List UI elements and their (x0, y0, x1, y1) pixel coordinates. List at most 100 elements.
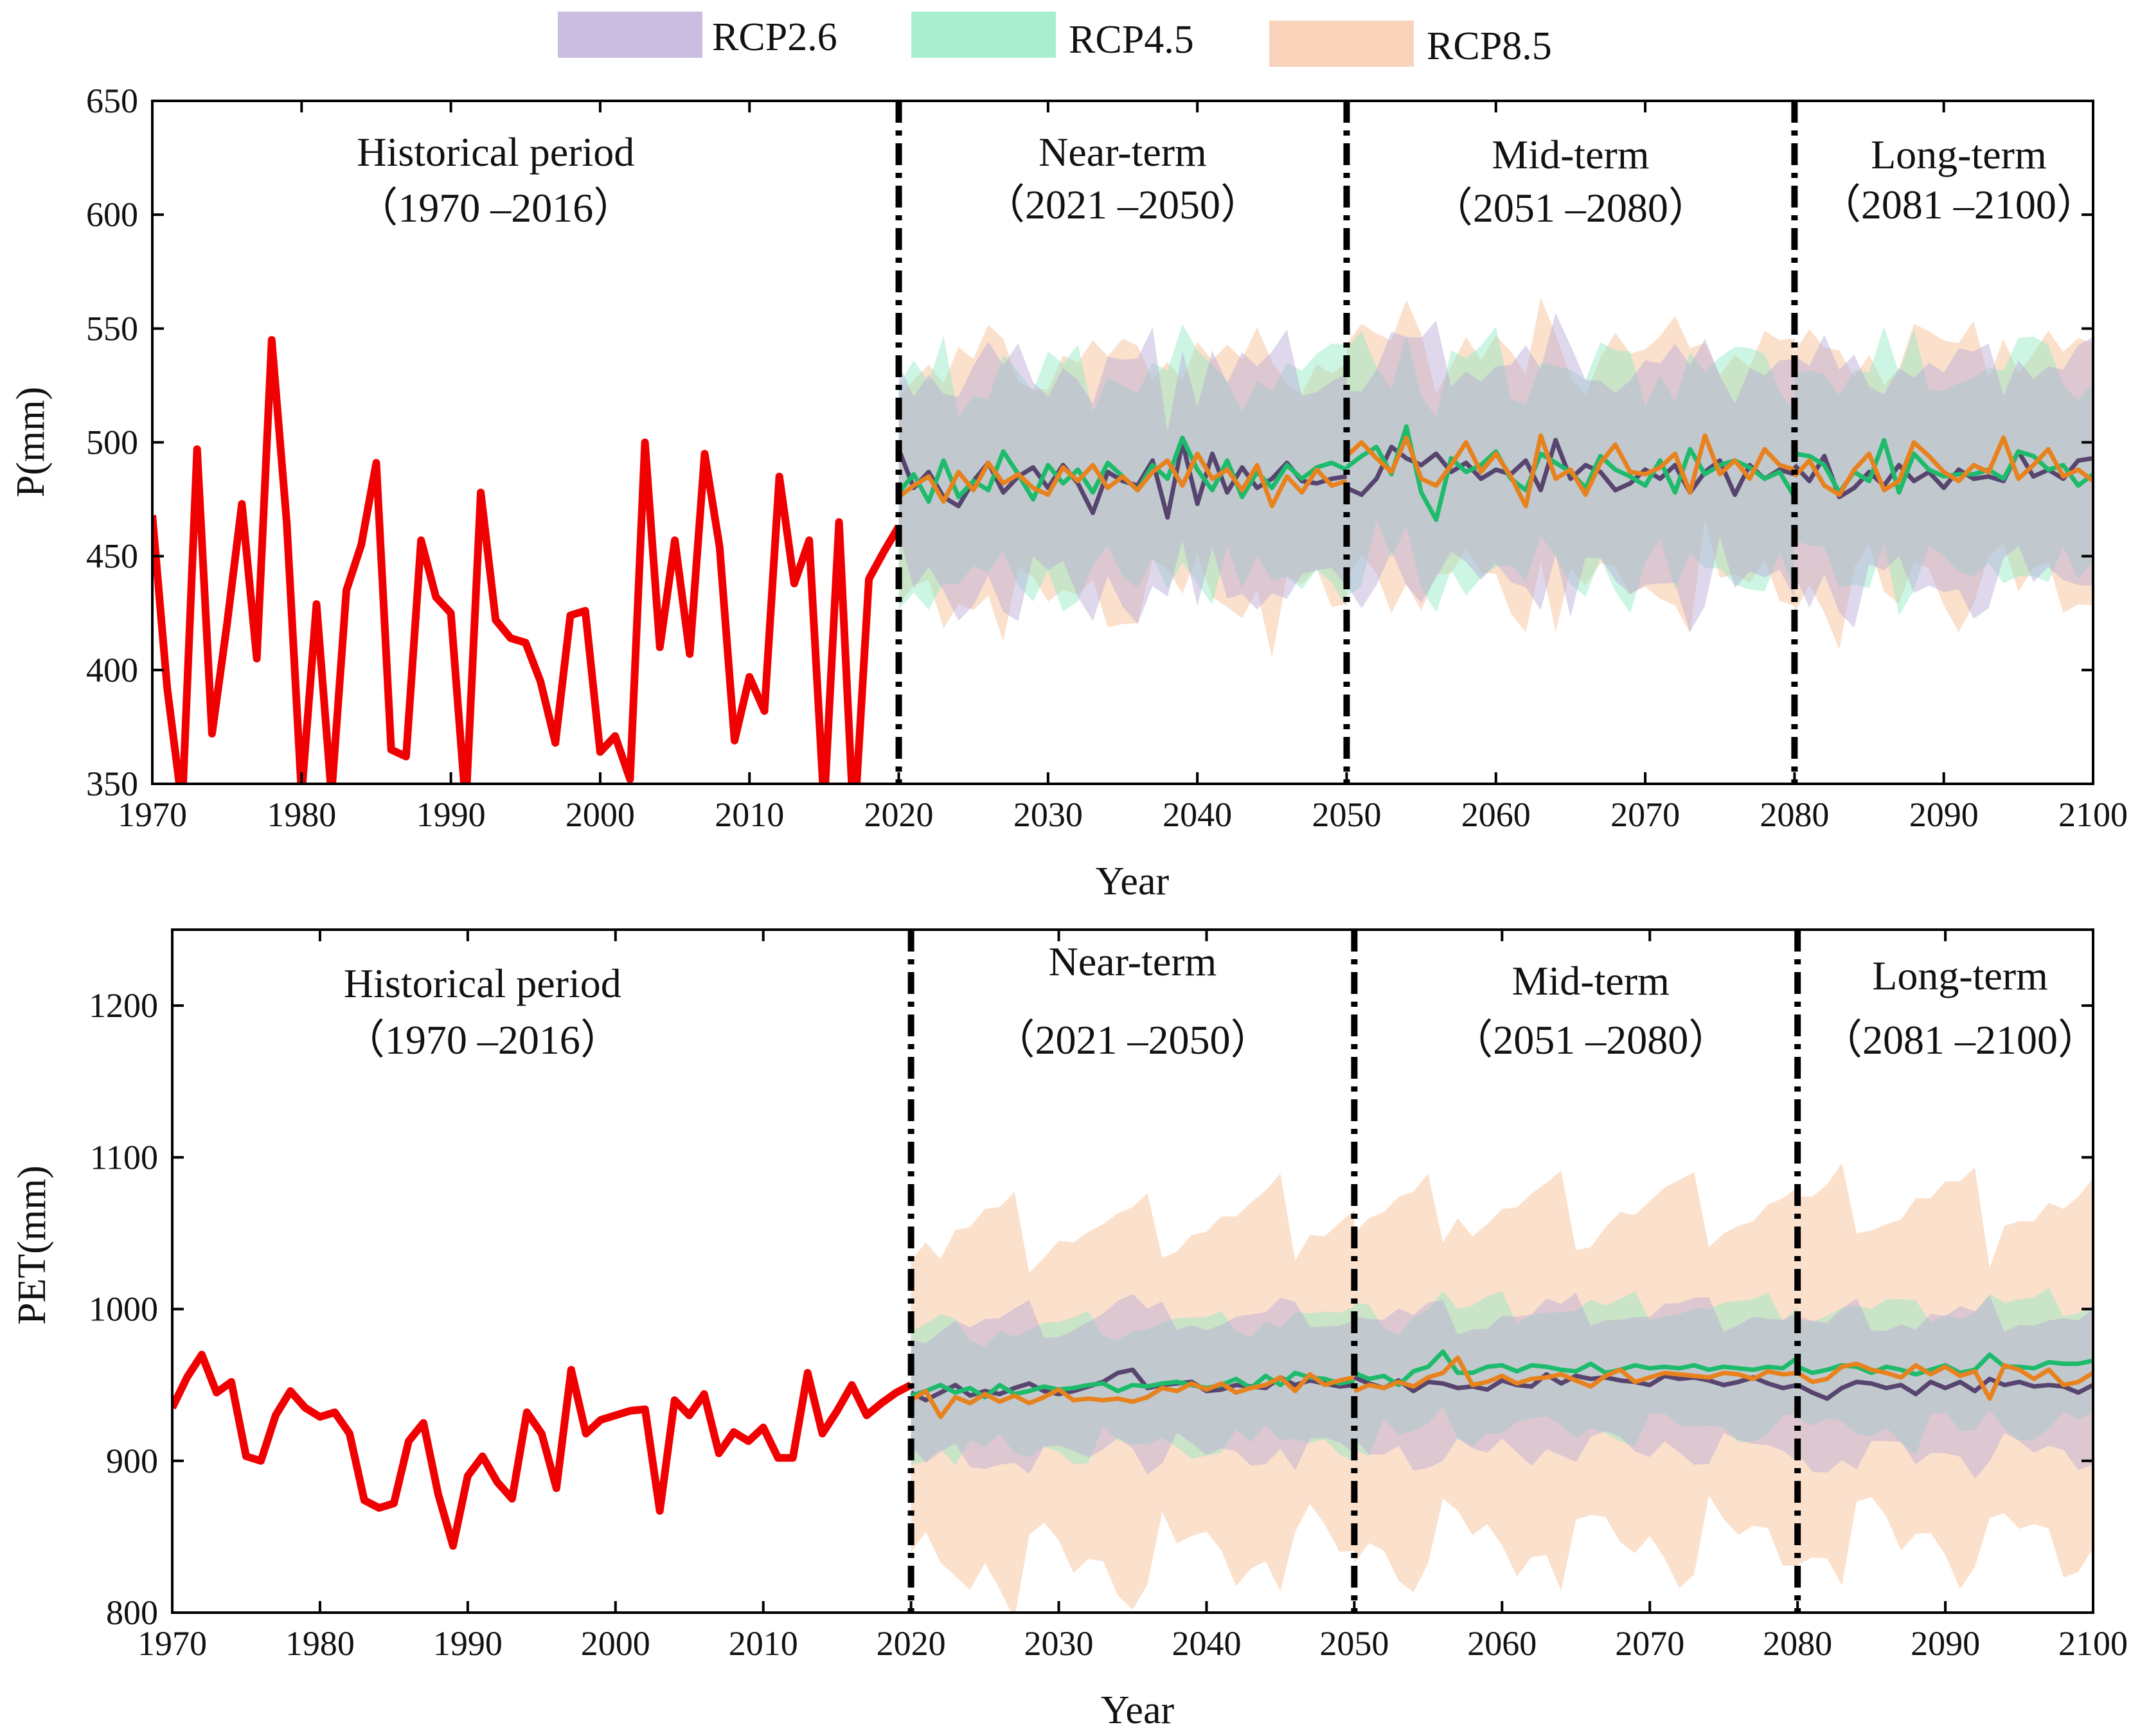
pet-y-axis-title: PET(mm) (10, 1165, 54, 1325)
x-tick-label-2030: 2030 (1024, 1624, 1094, 1663)
x-tick-label-2040: 2040 (1172, 1624, 1241, 1663)
y-tick-label-1000: 1000 (89, 1290, 158, 1329)
x-tick-label-2050: 2050 (1319, 1624, 1389, 1663)
precipitation-axes: 1970 1980 1990 2000 2010 2020 2030 2040 2050 2060… (86, 82, 2128, 834)
x-tick-label-1990: 1990 (433, 1624, 503, 1663)
legend-label-rcp45: RCP4.5 (1069, 18, 1194, 62)
x-tick-label-1990: 1990 (416, 795, 486, 834)
precipitation-period-labels: Historical period （1970 –2016） Near-term… (357, 129, 2098, 231)
series-rcp85-2080-2100 (1792, 435, 2093, 497)
legend-swatch-rcp26 (558, 12, 702, 58)
x-tick-label-1980: 1980 (267, 795, 336, 834)
band-rcp85-2080-2100 (1797, 1163, 2093, 1590)
band-rcp45-2020-2050 (898, 324, 1347, 612)
band-rcp85-2050-2080 (1346, 297, 1795, 633)
x-tick-label-2050: 2050 (1312, 795, 1381, 834)
x-tick-label-1970: 1970 (138, 1624, 207, 1663)
legend: RCP2.6 RCP4.5 RCP8.5 (558, 12, 1552, 68)
series-rcp85-2050-2080 (1345, 433, 1796, 509)
period-near-term-name: Near-term (1049, 939, 1217, 984)
precipitation-y-axis-title: P(mm) (9, 387, 53, 497)
legend-label-rcp26: RCP2.6 (712, 15, 837, 59)
legend-swatch-rcp85 (1269, 21, 1414, 67)
y-tick-label-600: 600 (86, 195, 138, 234)
precipitation-series-lines (152, 336, 2093, 784)
period-near-term-name: Near-term (1039, 129, 1207, 175)
period-near-term-range: （2021 –2050） (994, 1017, 1272, 1063)
series-rcp26-2050-2080 (1346, 438, 1796, 497)
y-tick-label-1100: 1100 (90, 1138, 158, 1176)
x-tick-label-2010: 2010 (729, 1624, 798, 1663)
series-rcp45-2020-2050 (910, 1370, 1355, 1400)
period-mid-term-range: （2051 –2080） (1452, 1017, 1729, 1063)
pet-x-axis-title: Year (1101, 1688, 1175, 1732)
x-tick-label-2080: 2080 (1763, 1624, 1832, 1663)
x-tick-label-2060: 2060 (1461, 795, 1531, 834)
y-tick-label-650: 650 (86, 82, 138, 120)
x-tick-label-2010: 2010 (715, 795, 784, 834)
period-historical-name: Historical period (344, 961, 621, 1006)
x-tick-label-2070: 2070 (1610, 795, 1680, 834)
x-tick-label-2030: 2030 (1013, 795, 1083, 834)
period-historical-name: Historical period (357, 129, 634, 175)
x-tick-label-1980: 1980 (285, 1624, 355, 1663)
x-tick-label-2000: 2000 (581, 1624, 650, 1663)
x-tick-label-2020: 2020 (864, 795, 934, 834)
x-tick-label-2040: 2040 (1163, 795, 1232, 834)
period-near-term-range: （2021 –2050） (984, 182, 1262, 227)
band-rcp85-2020-2050 (898, 324, 1347, 658)
y-tick-label-450: 450 (86, 537, 138, 576)
x-tick-label-2070: 2070 (1615, 1624, 1684, 1663)
series-rcp85-2020-2050 (897, 451, 1348, 509)
period-long-term-range: （2081 –2100） (1820, 182, 2098, 227)
period-mid-term-range: （2051 –2080） (1432, 185, 1709, 231)
plot-frame (171, 928, 2094, 1614)
series-rcp85-2080-2100 (1796, 1361, 2093, 1401)
x-tick-label-2090: 2090 (1909, 795, 1979, 834)
band-rcp26-2080-2100 (1794, 335, 2093, 628)
pet-series-lines (172, 1349, 2093, 1550)
period-historical-range: （1970 –2016） (357, 185, 634, 231)
legend-swatch-rcp45 (911, 12, 1056, 58)
x-tick-label-2080: 2080 (1760, 795, 1829, 834)
x-tick-label-2060: 2060 (1467, 1624, 1537, 1663)
series-historical (152, 336, 902, 784)
y-tick-label-900: 900 (106, 1442, 158, 1480)
precipitation-panel: Historical period （1970 –2016） Near-term… (9, 82, 2128, 903)
pet-uncertainty-bands (911, 1163, 2093, 1613)
y-tick-label-400: 400 (86, 651, 138, 689)
series-historical (172, 1351, 913, 1550)
series-rcp26-2080-2100 (1796, 1376, 2093, 1401)
y-tick-label-1200: 1200 (89, 986, 158, 1025)
series-rcp85-2050-2080 (1353, 1355, 1798, 1394)
period-long-term-range: （2081 –2100） (1821, 1017, 2099, 1063)
pet-period-labels: Historical period （1970 –2016） Near-term… (344, 939, 2099, 1063)
y-tick-label-500: 500 (86, 423, 138, 462)
precipitation-uncertainty-bands (898, 297, 2093, 658)
series-rcp45-2050-2080 (1353, 1349, 1799, 1388)
pet-axes: 1970 1980 1990 2000 2010 2020 2030 2040 2050 2060… (89, 928, 2128, 1663)
period-long-term-name: Long-term (1871, 132, 2047, 177)
series-rcp85-2020-2050 (909, 1372, 1355, 1419)
precipitation-x-axis-title: Year (1096, 860, 1170, 903)
y-tick-label-550: 550 (86, 309, 138, 348)
band-rcp45-2080-2100 (1797, 1288, 2093, 1455)
x-tick-label-2000: 2000 (566, 795, 635, 834)
band-rcp85-2020-2050 (911, 1173, 1355, 1613)
period-historical-range: （1970 –2016） (344, 1017, 621, 1063)
y-tick-label-800: 800 (106, 1593, 158, 1632)
period-long-term-name: Long-term (1872, 953, 2048, 998)
period-mid-term-name: Mid-term (1492, 132, 1649, 177)
x-tick-label-2090: 2090 (1911, 1624, 1980, 1663)
x-tick-label-2100: 2100 (2058, 795, 2128, 834)
legend-label-rcp85: RCP8.5 (1427, 24, 1552, 68)
y-tick-label-350: 350 (86, 765, 138, 803)
x-tick-label-2020: 2020 (877, 1624, 946, 1663)
series-rcp26-2080-2100 (1792, 449, 2093, 499)
x-tick-label-1970: 1970 (118, 795, 187, 834)
series-rcp26-2050-2080 (1353, 1372, 1798, 1394)
pet-panel: Historical period （1970 –2016） Near-term… (10, 928, 2128, 1732)
period-mid-term-name: Mid-term (1512, 958, 1670, 1004)
